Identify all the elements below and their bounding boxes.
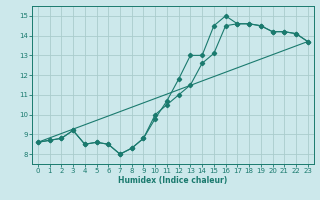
X-axis label: Humidex (Indice chaleur): Humidex (Indice chaleur) bbox=[118, 176, 228, 185]
